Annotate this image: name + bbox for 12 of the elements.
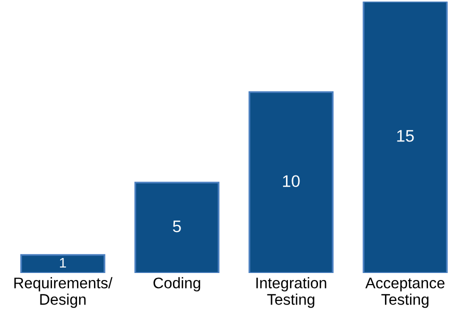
data-label: 10 [283,175,300,188]
bar [134,182,220,273]
bar [362,2,448,273]
data-label: 5 [172,220,181,232]
data-label: 15 [397,130,414,142]
bar [248,91,334,273]
x-tick-label: Requirements/ Design [14,277,112,308]
x-tick-label: Acceptance Testing [365,278,444,308]
bar [20,254,106,273]
x-tick-label: Coding [153,277,200,292]
x-tick-label: Integration Testing [256,277,326,308]
data-label: 1 [60,258,66,268]
